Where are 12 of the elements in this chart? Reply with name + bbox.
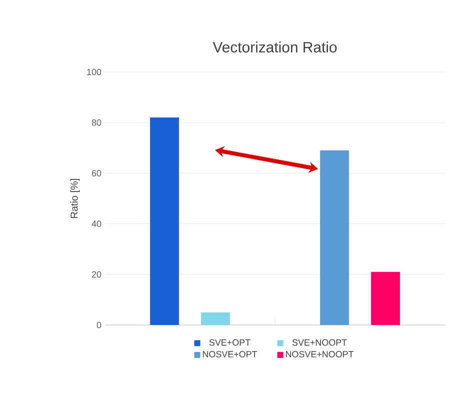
- legend-label: NOSVE+NOOPT: [286, 351, 354, 358]
- y-tick-label: 80: [92, 119, 102, 126]
- y-tick-label: 60: [92, 170, 102, 176]
- legend-label: SVE+NOOPT: [292, 339, 347, 346]
- y-tick-label: 20: [92, 271, 102, 278]
- legend-label: SVE+OPT: [209, 339, 250, 346]
- y-axis-title: Ratio [%]: [70, 179, 80, 218]
- y-tick-label: 100: [87, 68, 102, 76]
- y-tick-label: 40: [92, 220, 102, 227]
- y-tick-label: 0: [96, 322, 102, 328]
- chart-title: Vectorization Ratio: [212, 42, 337, 52]
- legend-label: NOSVE+OPT: [202, 351, 258, 358]
